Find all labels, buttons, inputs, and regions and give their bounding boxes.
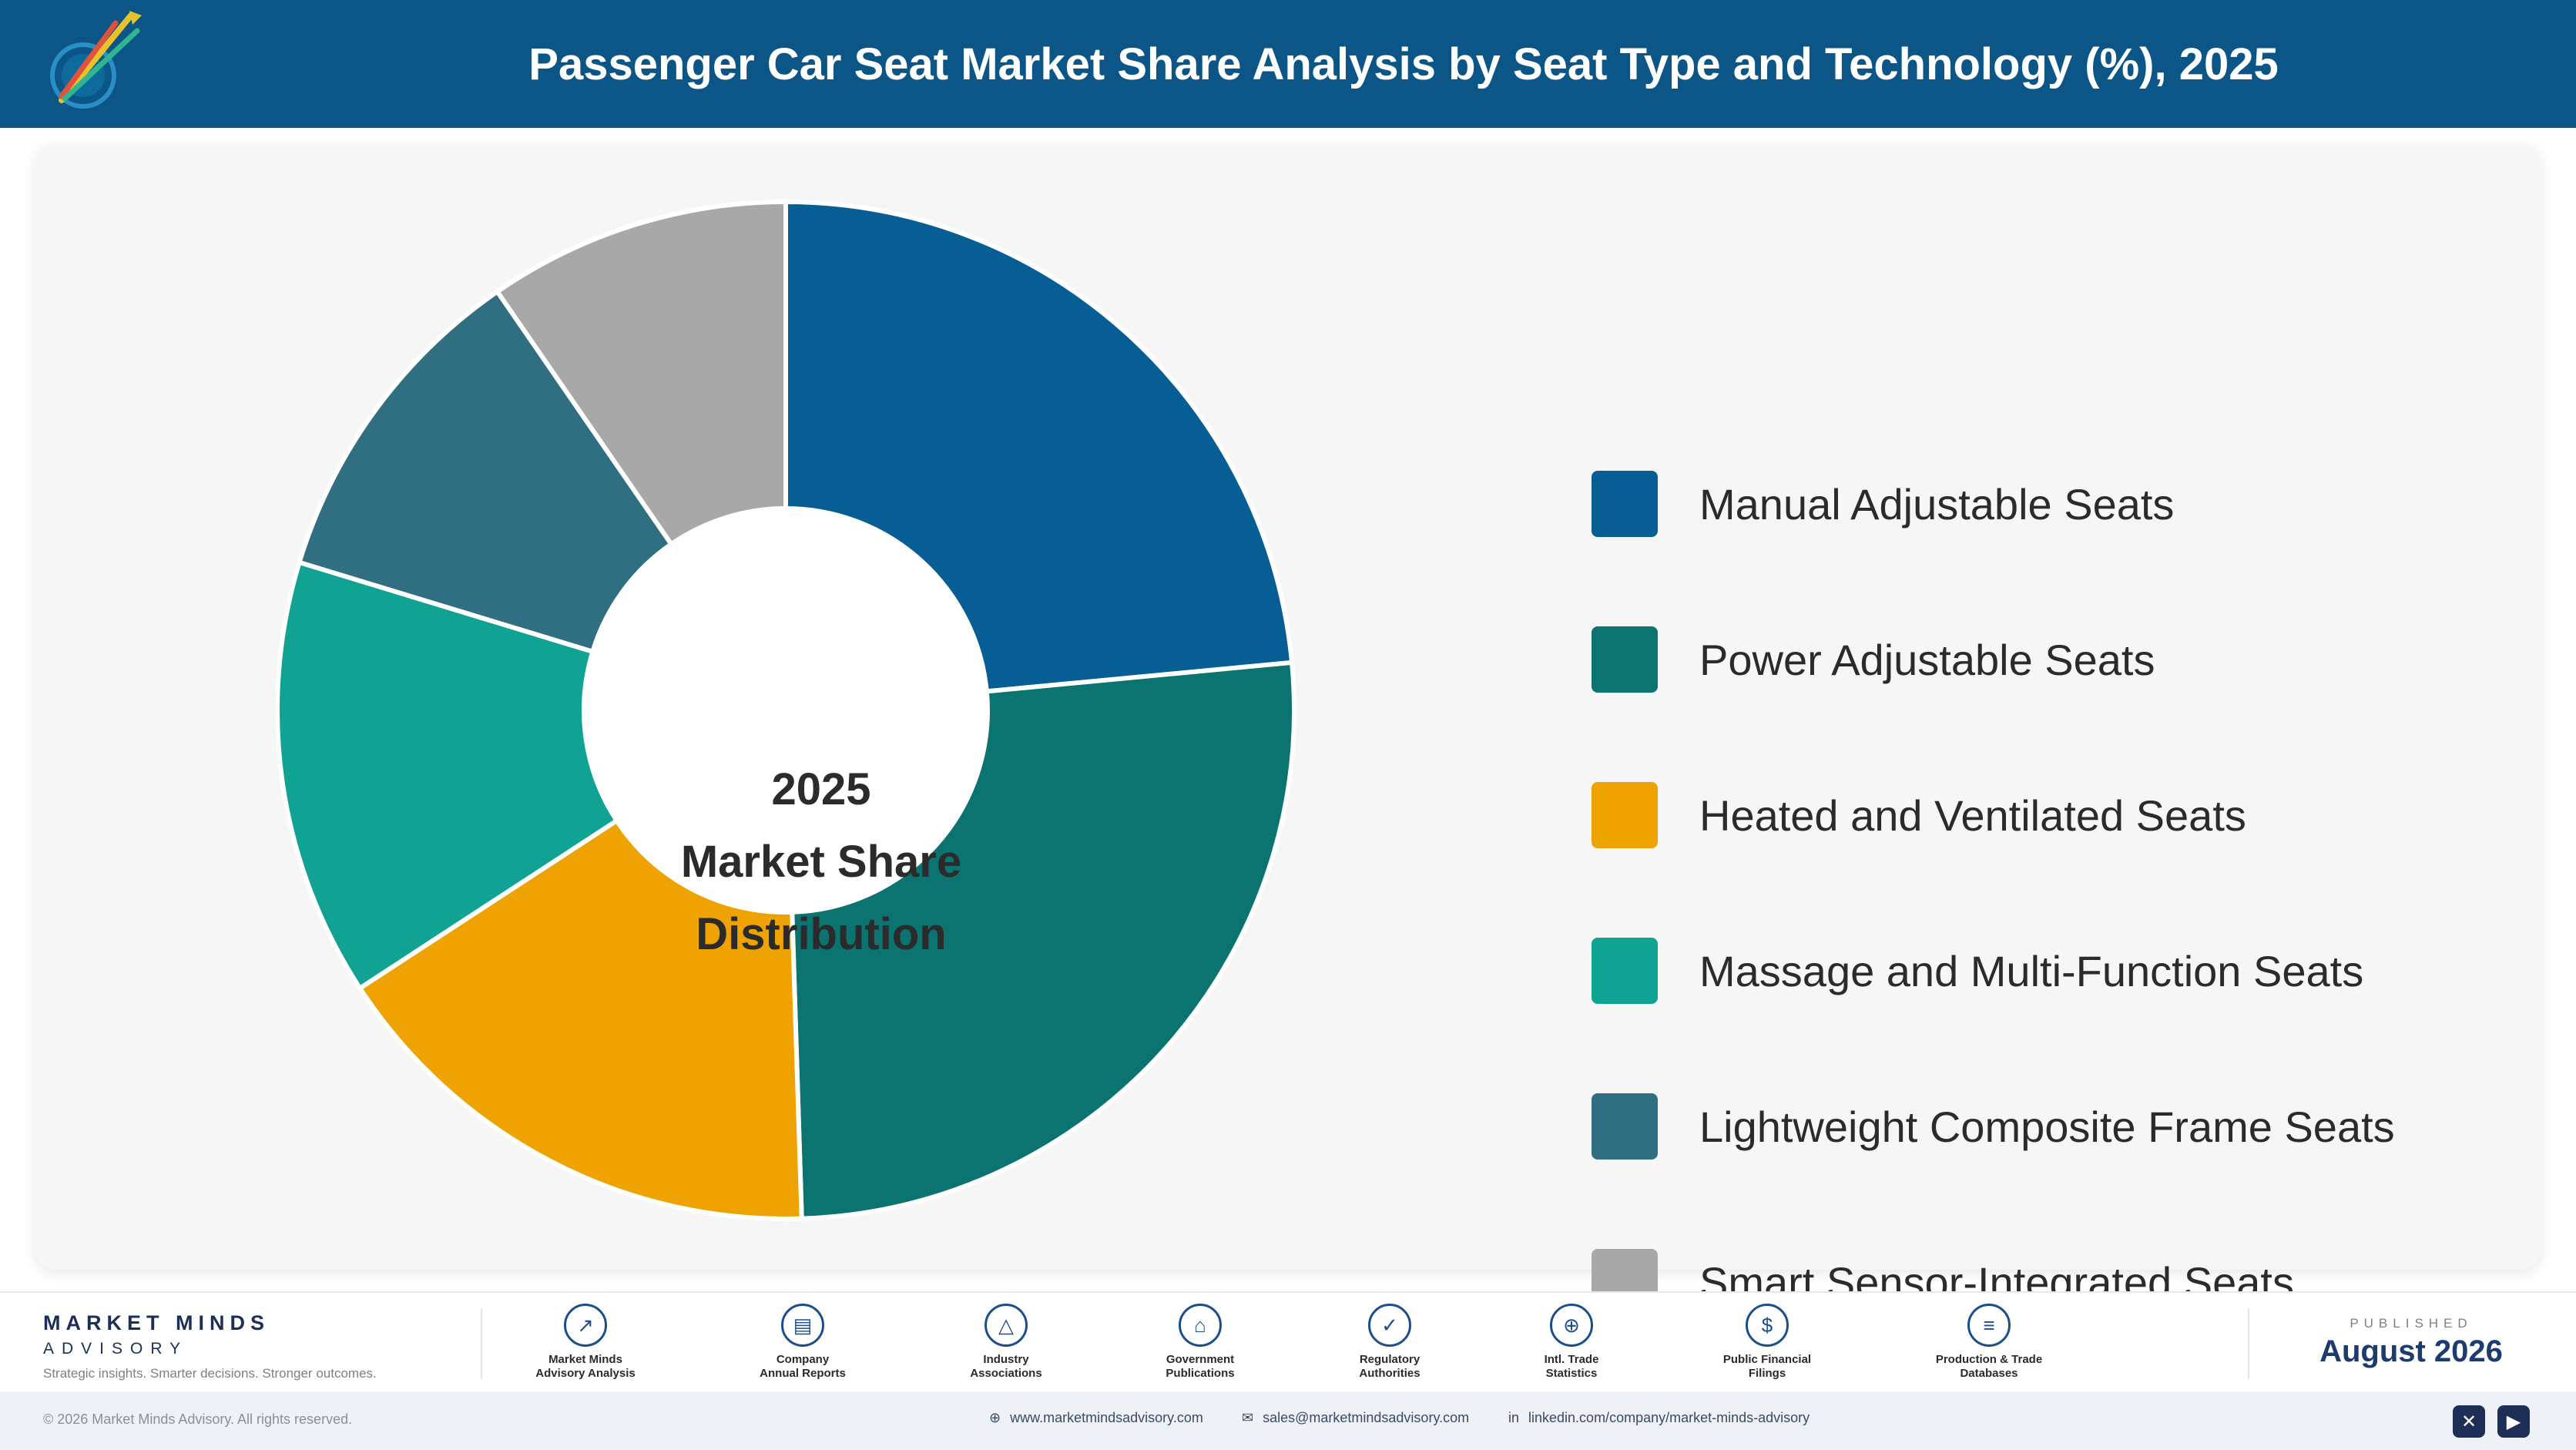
center-label-year: 2025: [771, 764, 871, 814]
x-social-icon[interactable]: ✕: [2453, 1405, 2485, 1438]
source-label: Public Financial Filings: [1722, 1353, 1812, 1380]
center-label-line-3: Distribution: [696, 909, 947, 959]
legend-item: Heated and Ventilated Seats: [1592, 737, 2395, 893]
document-icon: ▤: [781, 1304, 824, 1347]
published-info: PUBLISHED August 2026: [2280, 1316, 2542, 1369]
footer-divider: [481, 1308, 482, 1379]
source-label: Company Annual Reports: [760, 1353, 846, 1380]
email-text: sales@marketmindsadvisory.com: [1263, 1410, 1470, 1425]
legend-label: Manual Adjustable Seats: [1699, 479, 2175, 529]
network-icon: △: [984, 1304, 1028, 1347]
page-title: Passenger Car Seat Market Share Analysis…: [528, 39, 2279, 89]
legend-item: Lightweight Composite Frame Seats: [1592, 1049, 2395, 1204]
chart-legend: Manual Adjustable Seats Power Adjustable …: [1592, 426, 2395, 1360]
brand-subtitle: ADVISORY: [43, 1340, 189, 1358]
header-bar: Passenger Car Seat Market Share Analysis…: [0, 0, 2576, 128]
source-item: ✓ Regulatory Authorities: [1305, 1304, 1474, 1381]
source-item: ▤ Company Annual Reports: [718, 1304, 887, 1381]
legend-label: Massage and Multi-Function Seats: [1699, 946, 2364, 995]
database-icon: ≡: [1967, 1304, 2011, 1347]
legend-item: Manual Adjustable Seats: [1592, 426, 2395, 582]
legend-label: Heated and Ventilated Seats: [1699, 790, 2246, 840]
globe-icon: ⊕: [1550, 1304, 1593, 1347]
website-link[interactable]: ⊕ www.marketmindsadvisory.com: [989, 1410, 1203, 1426]
source-item: ⊕ Intl. Trade Statistics: [1487, 1304, 1656, 1381]
source-label: Industry Associations: [970, 1353, 1042, 1380]
copyright-text: © 2026 Market Minds Advisory. All rights…: [43, 1411, 353, 1427]
linkedin-link[interactable]: in linkedin.com/company/market-minds-adv…: [1508, 1410, 1810, 1426]
source-item: $ Public Financial Filings: [1682, 1304, 1852, 1381]
trend-chart-icon: ↗: [564, 1304, 607, 1347]
donut-hole: [584, 509, 988, 912]
donut-chart: [275, 199, 1296, 1221]
published-label: PUBLISHED: [2350, 1316, 2473, 1331]
legend-swatch: [1592, 782, 1658, 848]
legend-swatch: [1592, 471, 1658, 537]
government-building-icon: ⌂: [1179, 1304, 1222, 1347]
source-item: △ Industry Associations: [921, 1304, 1091, 1381]
brand-tagline: Strategic insights. Smarter decisions. S…: [43, 1366, 377, 1381]
footer-contact-bar: © 2026 Market Minds Advisory. All rights…: [0, 1391, 2576, 1450]
brand-name: MARKET MINDS: [43, 1311, 270, 1334]
source-item: ≡ Production & Trade Databases: [1904, 1304, 2074, 1381]
legend-item: Massage and Multi-Function Seats: [1592, 893, 2395, 1049]
video-social-icon[interactable]: ▶: [2497, 1405, 2530, 1438]
email-link[interactable]: ✉ sales@marketmindsadvisory.com: [1242, 1410, 1469, 1426]
legend-swatch: [1592, 626, 1658, 693]
linkedin-text: linkedin.com/company/market-minds-adviso…: [1528, 1410, 1810, 1425]
legend-swatch: [1592, 938, 1658, 1004]
mail-icon: ✉: [1242, 1410, 1254, 1425]
source-item: ↗ Market Minds Advisory Analysis: [501, 1304, 670, 1381]
globe-icon: ⊕: [989, 1410, 1001, 1425]
website-text: www.marketmindsadvisory.com: [1010, 1410, 1203, 1425]
linkedin-icon: in: [1508, 1410, 1520, 1425]
legend-item: Power Adjustable Seats: [1592, 582, 2395, 737]
dollar-coin-icon: $: [1746, 1304, 1789, 1347]
source-label: Market Minds Advisory Analysis: [535, 1353, 636, 1380]
market-minds-logo-icon: [50, 11, 142, 109]
source-label: Production & Trade Databases: [1935, 1353, 2043, 1380]
source-label: Government Publications: [1166, 1353, 1235, 1380]
source-label: Regulatory Authorities: [1359, 1353, 1420, 1380]
footer-brand: MARKET MINDS ADVISORY Strategic insights…: [43, 1311, 377, 1381]
footer-sources-bar: MARKET MINDS ADVISORY Strategic insights…: [0, 1291, 2576, 1391]
legend-label: Lightweight Composite Frame Seats: [1699, 1102, 2395, 1151]
shield-icon: ✓: [1368, 1304, 1411, 1347]
legend-swatch: [1592, 1093, 1658, 1160]
donut-center-label: 2025 Market Share Distribution: [621, 754, 1021, 971]
source-label: Intl. Trade Statistics: [1544, 1353, 1599, 1380]
center-label-line-2: Market Share: [680, 837, 962, 887]
legend-label: Power Adjustable Seats: [1699, 635, 2155, 684]
published-date: August 2026: [2319, 1334, 2503, 1368]
footer-divider: [2248, 1308, 2249, 1379]
source-item: ⌂ Government Publications: [1115, 1304, 1285, 1381]
chart-card: 2025 Market Share Distribution Manual Ad…: [35, 145, 2541, 1315]
